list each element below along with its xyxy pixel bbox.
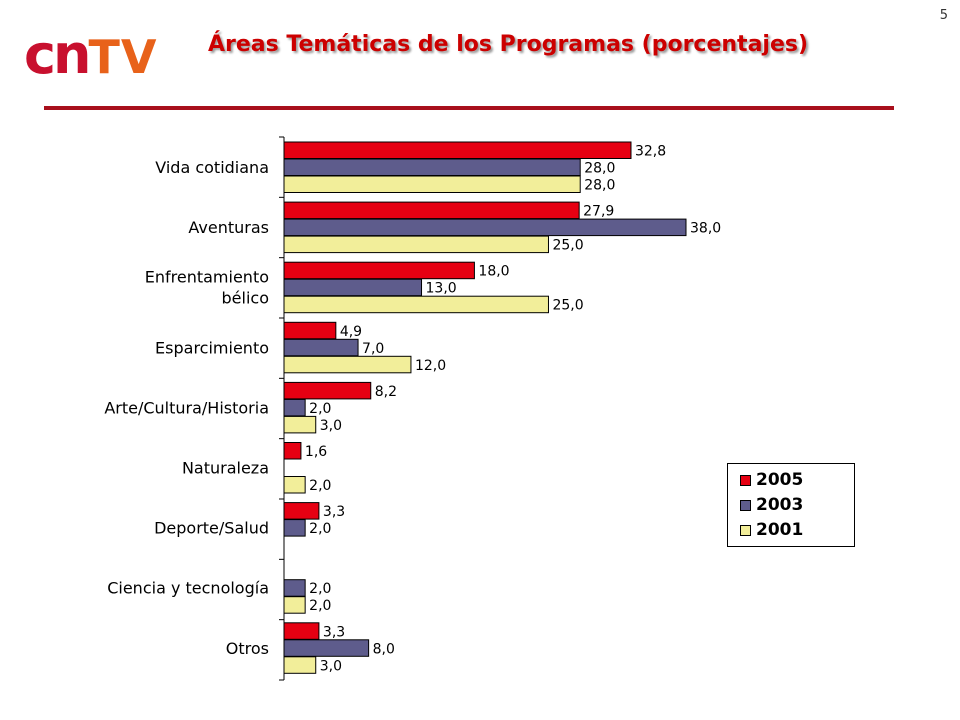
bar-2003-2 [283, 278, 423, 297]
bar-2001-3 [283, 355, 412, 374]
legend-item-2001: 2001 [740, 519, 804, 541]
logo-cn: cn [24, 23, 91, 86]
bar-2005-8 [283, 622, 320, 640]
bar-2003-4 [283, 398, 306, 417]
bar-2003-1 [283, 218, 687, 237]
title-divider [44, 106, 894, 110]
value-label-2003-6: 2,0 [309, 521, 331, 537]
value-label-2005-1: 27,9 [583, 204, 614, 220]
value-label-2003-2: 13,0 [426, 281, 457, 297]
legend-label-2005: 2005 [756, 470, 804, 490]
category-label-4: Arte/Cultura/Historia [104, 398, 269, 417]
value-label-2003-1: 38,0 [690, 221, 721, 237]
value-label-2001-8: 3,0 [320, 658, 342, 674]
value-label-2005-5: 1,6 [305, 444, 327, 460]
bar-2005-4 [283, 381, 372, 400]
axis-layer [279, 136, 285, 681]
bar-2003-8 [283, 639, 370, 657]
legend-item-2005: 2005 [740, 469, 804, 491]
bar-2005-1 [283, 201, 580, 220]
bar-2005-0 [283, 141, 632, 159]
value-label-2001-5: 2,0 [309, 478, 331, 494]
value-label-2005-8: 3,3 [323, 624, 345, 640]
value-label-2001-3: 12,0 [415, 358, 446, 374]
category-label-1: Aventuras [188, 218, 269, 237]
bar-2001-7 [283, 596, 306, 614]
category-label-7: Ciencia y tecnología [107, 579, 269, 598]
value-label-2003-7: 2,0 [309, 581, 331, 597]
labels-layer: 32,8 28,028,0 Vida cotidiana 27,9 38,0 25,0 Av… [104, 144, 721, 675]
bar-2005-5 [283, 442, 302, 460]
legend-item-2003: 2003 [740, 494, 804, 516]
legend-label-2003: 2003 [756, 495, 804, 515]
cntv-logo: cnTV [24, 28, 157, 83]
value-label-2001-1: 25,0 [552, 238, 583, 254]
bar-2003-7 [283, 579, 306, 597]
value-label-2001-2: 25,0 [552, 298, 583, 314]
value-label-2003-8: 8,0 [373, 641, 395, 657]
value-label-2001-4: 3,0 [320, 418, 342, 434]
legend-swatch-2003 [740, 500, 751, 511]
bar-2001-0 [283, 175, 581, 193]
bar-2005-2 [283, 261, 475, 280]
value-label-2003-0: 28,0 [584, 161, 615, 177]
bars-layer [283, 141, 687, 674]
category-label-6: Deporte/Salud [154, 519, 269, 538]
bar-2001-5 [283, 476, 306, 494]
bar-2003-6 [283, 519, 306, 537]
value-label-2001-7: 2,0 [309, 598, 331, 614]
category-label-8: Otros [226, 639, 269, 658]
bar-2005-6 [283, 502, 320, 520]
value-label-2005-4: 8,2 [375, 384, 397, 400]
bar-2003-0 [283, 158, 581, 176]
value-label-2005-3: 4,9 [340, 324, 362, 340]
legend-label-2001: 2001 [756, 520, 804, 540]
legend: 2005 2003 2001 [727, 463, 855, 547]
bar-2001-4 [283, 415, 317, 434]
page-number: 5 [939, 8, 948, 23]
bar-2001-8 [283, 656, 317, 674]
category-label-0: Vida cotidiana [155, 158, 269, 177]
value-label-2003-3: 7,0 [362, 341, 384, 357]
value-label-2005-0: 32,8 [635, 144, 666, 160]
category-label-3: Esparcimiento [155, 338, 269, 357]
legend-swatch-2001 [740, 525, 751, 536]
chart-title: Áreas Temáticas de los Programas (porcen… [208, 32, 809, 57]
value-label-2003-4: 2,0 [309, 401, 331, 417]
category-label-5: Naturaleza [182, 459, 269, 478]
value-label-2005-2: 18,0 [478, 264, 509, 280]
category-label-2: Enfrentamiento bélico [145, 268, 269, 308]
legend-swatch-2005 [740, 475, 751, 486]
bar-2005-3 [283, 321, 337, 340]
bar-2003-3 [283, 338, 359, 357]
bar-2001-1 [283, 235, 549, 254]
value-label-2001-0: 28,0 [584, 178, 615, 194]
value-label-2005-6: 3,3 [323, 504, 345, 520]
bar-2001-2 [283, 295, 549, 314]
logo-tv: TV [88, 30, 158, 84]
